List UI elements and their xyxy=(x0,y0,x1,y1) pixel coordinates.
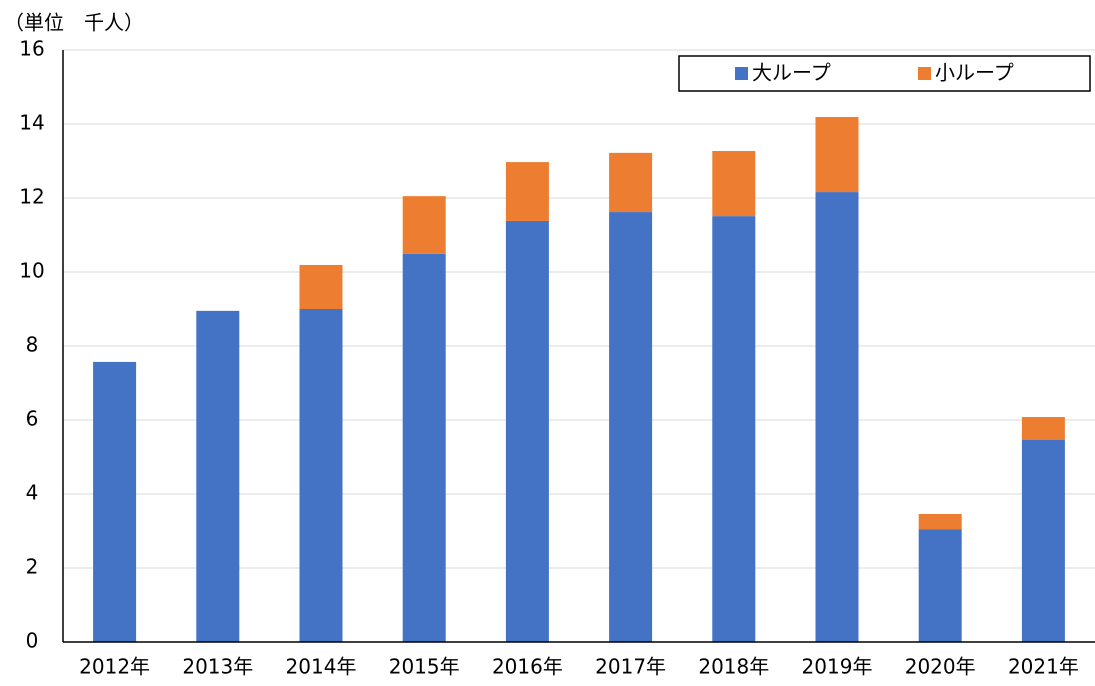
bar-segment xyxy=(918,529,962,642)
chart-subtitle: （単位 千人） xyxy=(4,11,144,35)
bar-segment xyxy=(1021,417,1065,440)
bar-segment xyxy=(299,309,343,642)
bar-segment xyxy=(1021,439,1065,642)
y-tick-label: 2 xyxy=(26,555,39,579)
bar-segment xyxy=(815,116,859,193)
bar-segment xyxy=(196,310,240,642)
x-tick-label: 2017年 xyxy=(595,655,666,679)
legend-swatch xyxy=(735,67,748,80)
x-tick-label: 2015年 xyxy=(389,655,460,679)
bar-segment xyxy=(505,162,549,221)
bar-segment xyxy=(609,212,653,642)
bar-segment xyxy=(609,152,653,213)
legend-label: 小ループ xyxy=(935,61,1014,85)
y-tick-label: 14 xyxy=(19,111,44,135)
bar-segment xyxy=(712,216,756,642)
bar-segment xyxy=(505,220,549,642)
y-tick-label: 12 xyxy=(19,185,44,209)
x-tick-label: 2012年 xyxy=(79,655,150,679)
bar-segment xyxy=(918,513,962,530)
bar-segment xyxy=(712,151,756,217)
bar-segment xyxy=(402,196,446,254)
bar-segment xyxy=(93,361,137,642)
y-tick-label: 6 xyxy=(26,407,39,431)
y-tick-label: 16 xyxy=(19,37,44,61)
x-tick-label: 2014年 xyxy=(286,655,357,679)
bar-segment xyxy=(299,264,343,309)
y-tick-label: 4 xyxy=(26,481,39,505)
x-tick-label: 2018年 xyxy=(698,655,769,679)
bar-segment xyxy=(402,253,446,642)
x-tick-label: 2013年 xyxy=(182,655,253,679)
y-tick-label: 8 xyxy=(26,333,39,357)
x-tick-label: 2021年 xyxy=(1008,655,1079,679)
x-tick-label: 2016年 xyxy=(492,655,563,679)
legend-swatch xyxy=(918,67,931,80)
y-tick-label: 10 xyxy=(19,259,44,283)
x-tick-label: 2020年 xyxy=(905,655,976,679)
bar-segment xyxy=(815,192,859,642)
y-tick-label: 0 xyxy=(26,629,39,653)
x-tick-label: 2019年 xyxy=(802,655,873,679)
legend-label: 大ループ xyxy=(752,61,831,85)
